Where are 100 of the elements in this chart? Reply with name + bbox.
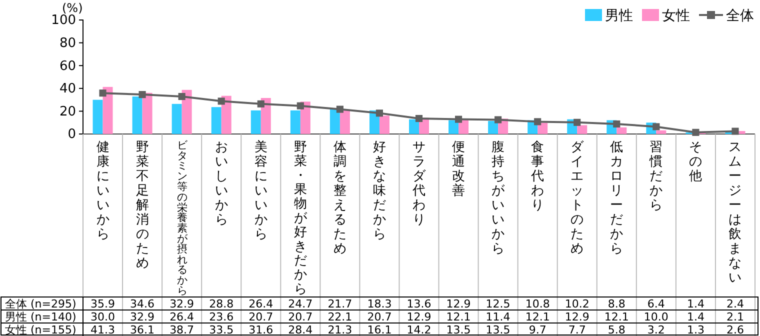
data-label: 13.5	[486, 324, 510, 336]
data-label: 12.9	[446, 298, 471, 310]
data-label: 30.0	[90, 310, 116, 324]
point	[613, 120, 620, 128]
data-label: 2.1	[726, 310, 744, 324]
point	[376, 110, 384, 117]
x-tick-label: おいしいから	[214, 140, 228, 228]
text: 全体 (n=295)	[5, 298, 76, 310]
bar	[616, 127, 627, 134]
bar	[340, 110, 350, 134]
data-label: 1.4	[686, 310, 704, 324]
data-label: 12.9	[564, 310, 590, 324]
legend-label: 女性	[662, 8, 690, 24]
y-tick-label: 100	[51, 13, 76, 28]
data-label: 7.7	[568, 324, 586, 336]
point	[574, 118, 581, 126]
data-label: 22.1	[328, 310, 352, 324]
y-tick-label: 0	[68, 127, 76, 142]
x-tick-label: 美容にいいから	[254, 139, 268, 242]
data-label: 14.2	[406, 324, 432, 336]
y-tick-label: 20	[59, 104, 76, 120]
bar	[656, 130, 666, 134]
category-label: スムージーは飲まない	[728, 140, 742, 286]
bar	[211, 107, 222, 134]
legend-label: 男性	[605, 8, 633, 24]
point	[534, 118, 542, 126]
category-label: 野菜不足解消のため	[136, 140, 149, 271]
data-label: 12.1	[604, 310, 629, 324]
bar	[132, 96, 142, 134]
bar	[250, 110, 261, 134]
data-label: 9.7	[528, 324, 546, 336]
data-label: 36.1	[130, 324, 155, 336]
x-tick-label: 健康にいいから	[96, 140, 110, 242]
data-label: 1.4	[686, 298, 704, 310]
point	[138, 91, 146, 98]
bar	[538, 122, 548, 134]
data-label: 34.6	[130, 298, 155, 310]
x-tick-label: 便通改善	[452, 140, 466, 198]
point	[415, 114, 423, 122]
bar	[488, 121, 498, 134]
point	[652, 123, 660, 130]
bar	[577, 125, 588, 134]
data-label: 31.6	[248, 324, 274, 336]
point	[494, 116, 502, 124]
category-label: 野菜・果物が好きだから	[294, 140, 307, 297]
bar	[221, 96, 232, 134]
data-label: 32.9	[130, 310, 155, 324]
data-label: 2.6	[726, 324, 744, 336]
point	[218, 98, 225, 105]
data-label: 24.7	[288, 298, 313, 310]
point	[178, 92, 186, 100]
category-label: ビタミン等の栄養素が摂れるから	[176, 139, 187, 297]
data-label: 23.6	[209, 310, 234, 324]
data-label: 38.7	[170, 324, 194, 336]
x-tick-label: 習慣だから	[648, 140, 663, 213]
data-label: 10.0	[644, 310, 668, 324]
data-label: 33.5	[209, 324, 234, 336]
bar	[142, 92, 152, 134]
data-label: 21.3	[328, 324, 352, 336]
data-label: 41.3	[90, 324, 116, 336]
point	[732, 128, 739, 135]
data-label: 16.1	[367, 324, 392, 336]
y-tick-label: 40	[59, 82, 76, 97]
data-label: 3.2	[647, 324, 665, 336]
data-label: 5.8	[608, 324, 626, 336]
data-label: 26.4	[170, 310, 194, 324]
data-label: 20.7	[248, 310, 274, 324]
bar	[290, 110, 300, 134]
data-label: 10.8	[525, 298, 550, 310]
data-label: 12.1	[525, 310, 550, 324]
bar	[182, 90, 192, 134]
point	[454, 116, 462, 123]
x-tick-label: 体調を整えるため	[333, 140, 346, 256]
data-label: 20.7	[367, 310, 392, 324]
x-tick-label: サラダ代わり	[412, 140, 426, 228]
data-label: 6.4	[647, 298, 665, 310]
data-label: 13.5	[446, 324, 471, 336]
data-label: 35.9	[90, 298, 116, 310]
bar	[379, 116, 390, 134]
bar	[92, 100, 103, 134]
data-label: 8.8	[608, 298, 626, 310]
bar	[172, 104, 182, 134]
x-tick-label: 低カロリーだから	[610, 140, 624, 256]
bar	[330, 108, 340, 134]
data-label: 12.1	[446, 310, 471, 324]
data-label: 28.8	[209, 298, 234, 310]
data-label: 13.6	[406, 298, 432, 310]
data-label: 32.9	[170, 298, 194, 310]
data-label: 21.7	[328, 298, 352, 310]
data-label: 1.3	[686, 324, 704, 336]
point	[296, 102, 304, 110]
data-label: 28.4	[288, 324, 313, 336]
y-tick-label: 80	[59, 36, 76, 51]
bar	[409, 119, 419, 134]
x-tick-label: 腹持ちがいいから	[492, 140, 506, 256]
text: 女性 (n=155)	[5, 324, 76, 336]
data-label: 11.4	[486, 310, 510, 324]
point	[692, 128, 700, 136]
point	[99, 90, 106, 97]
data-label: 18.3	[367, 298, 392, 310]
